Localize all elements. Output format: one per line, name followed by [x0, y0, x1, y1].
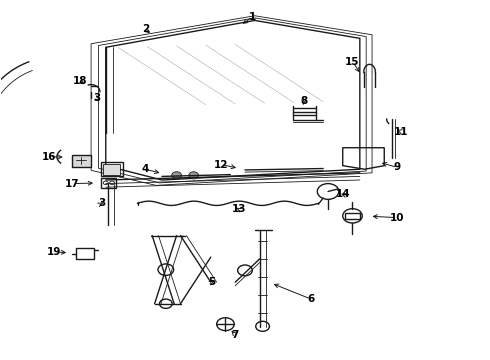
- Circle shape: [159, 299, 172, 309]
- Text: 4: 4: [142, 164, 149, 174]
- Text: 18: 18: [73, 76, 88, 86]
- FancyBboxPatch shape: [72, 155, 91, 167]
- Text: 3: 3: [93, 93, 100, 103]
- Circle shape: [238, 265, 252, 276]
- Text: 12: 12: [214, 159, 229, 170]
- Text: 14: 14: [336, 189, 350, 199]
- Text: 11: 11: [394, 127, 409, 136]
- Text: 13: 13: [232, 204, 246, 215]
- Circle shape: [217, 318, 234, 330]
- Text: 19: 19: [47, 247, 62, 257]
- Text: 8: 8: [300, 96, 307, 106]
- Text: 6: 6: [307, 294, 315, 304]
- Text: 17: 17: [65, 179, 80, 189]
- Circle shape: [256, 321, 270, 331]
- Text: 2: 2: [142, 24, 149, 35]
- Text: 7: 7: [232, 330, 239, 340]
- Text: 5: 5: [208, 277, 216, 287]
- Circle shape: [189, 172, 198, 179]
- Text: 3: 3: [98, 198, 105, 208]
- Text: 10: 10: [390, 213, 405, 222]
- Text: 15: 15: [345, 57, 360, 67]
- Circle shape: [172, 172, 181, 179]
- Circle shape: [158, 264, 173, 275]
- Text: 16: 16: [42, 152, 57, 162]
- FancyBboxPatch shape: [103, 164, 121, 175]
- Text: 1: 1: [249, 12, 256, 22]
- Text: 9: 9: [394, 162, 401, 172]
